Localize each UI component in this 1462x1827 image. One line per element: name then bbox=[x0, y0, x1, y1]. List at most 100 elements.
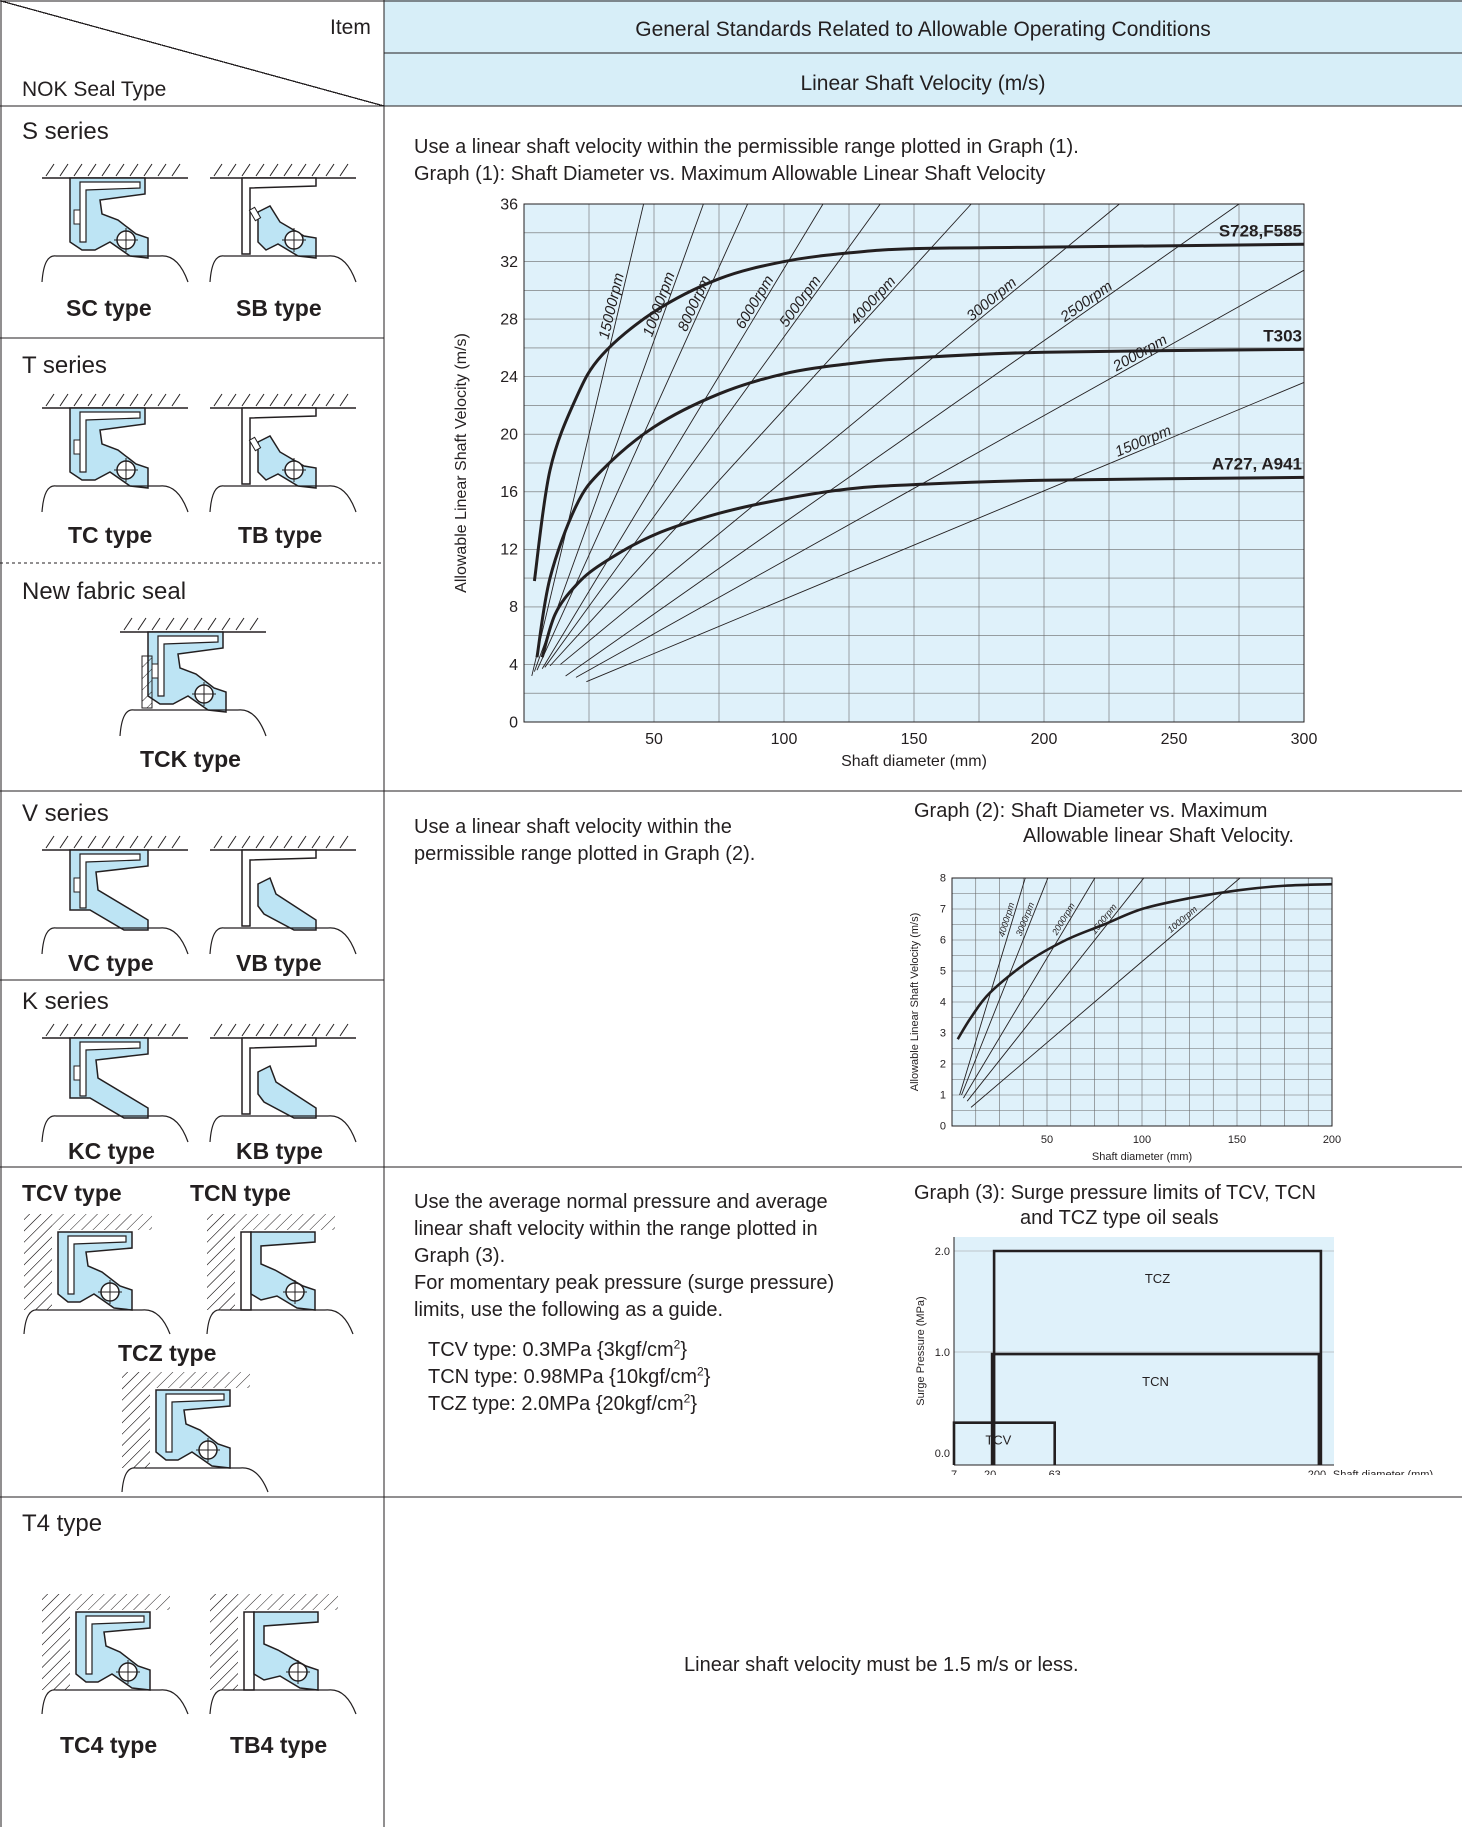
plot-frame bbox=[951, 877, 1333, 1127]
y-tick-label: 36 bbox=[500, 196, 518, 213]
y-tick-label: 20 bbox=[500, 427, 518, 444]
x-tick-label: 150 bbox=[1228, 1134, 1246, 1146]
row3-text-5: limits, use the following as a guide. bbox=[414, 1299, 724, 1321]
tc4-seal-icon bbox=[40, 1590, 190, 1715]
y-tick-label: 2.0 bbox=[935, 1246, 950, 1258]
kc-type-label: KC type bbox=[68, 1138, 155, 1164]
row2-text-2: permissible range plotted in Graph (2). bbox=[414, 843, 756, 865]
surge-block bbox=[952, 1421, 1056, 1465]
header-item: Item bbox=[330, 16, 371, 39]
tcn-seal-icon bbox=[205, 1210, 355, 1335]
header-seal-type: NOK Seal Type bbox=[22, 78, 167, 101]
sb-seal-icon bbox=[208, 158, 358, 283]
kb-type-label: KB type bbox=[236, 1138, 323, 1164]
y-tick-label: 0 bbox=[509, 714, 518, 731]
y-tick-label: 16 bbox=[500, 484, 518, 501]
k-series-title: K series bbox=[22, 988, 109, 1015]
surge-block bbox=[990, 1352, 1321, 1465]
x-axis-title: Shaft diameter (mm) bbox=[1092, 1151, 1192, 1163]
x-tick-label: 200 bbox=[1323, 1134, 1341, 1146]
y-tick-label: 8 bbox=[509, 599, 518, 616]
v-series-title: V series bbox=[22, 800, 109, 827]
sc-type-label: SC type bbox=[66, 295, 152, 321]
tck-type-label: TCK type bbox=[140, 746, 241, 772]
tb-type-label: TB type bbox=[238, 522, 323, 548]
surge-block-label: TCZ bbox=[1145, 1271, 1170, 1286]
x-axis-title: Shaft diameter (mm) bbox=[1333, 1469, 1433, 1475]
x-tick-label: 20 bbox=[984, 1469, 996, 1475]
tc-type-label: TC type bbox=[68, 522, 153, 548]
y-tick-label: 28 bbox=[500, 311, 518, 328]
y-tick-label: 32 bbox=[500, 254, 518, 271]
series-label: S728,F585 bbox=[1219, 221, 1302, 240]
series-label: T303 bbox=[1263, 326, 1302, 345]
series-curve bbox=[540, 475, 1305, 658]
rpm-line bbox=[533, 203, 704, 672]
vc-type-label: VC type bbox=[68, 950, 154, 976]
y-tick-label: 4 bbox=[509, 657, 518, 674]
y-tick-label: 8 bbox=[940, 873, 946, 885]
tcv-type-title: TCV type bbox=[22, 1180, 122, 1206]
y-axis-title: Allowable Linear Shaft Velocity (m/s) bbox=[909, 913, 921, 1092]
tcv-seal-icon bbox=[22, 1210, 172, 1335]
tc-seal-icon bbox=[40, 388, 190, 513]
plot-frame bbox=[523, 203, 1305, 723]
fabric-seal-title: New fabric seal bbox=[22, 578, 187, 605]
y-axis-title: Surge Pressure (MPa) bbox=[915, 1296, 927, 1405]
y-axis-title: Allowable Linear Shaft Velocity (m/s) bbox=[453, 333, 470, 593]
rpm-line bbox=[970, 877, 1241, 1108]
vc-seal-icon bbox=[40, 830, 190, 955]
vb-seal-icon bbox=[208, 830, 358, 955]
x-tick-label: 50 bbox=[645, 731, 663, 748]
row3-text-3: Graph (3). bbox=[414, 1245, 506, 1267]
y-tick-label: 3 bbox=[940, 1028, 946, 1040]
x-tick-label: 150 bbox=[901, 731, 928, 748]
rpm-line bbox=[966, 877, 1145, 1102]
header-standards: General Standards Related to Allowable O… bbox=[635, 18, 1211, 41]
y-tick-label: 7 bbox=[940, 904, 946, 916]
y-tick-label: 5 bbox=[940, 966, 946, 978]
y-tick-label: 1.0 bbox=[935, 1347, 950, 1359]
tc4-type-label: TC4 type bbox=[60, 1732, 158, 1758]
plot-area bbox=[954, 1237, 1334, 1465]
tcn-type-title: TCN type bbox=[190, 1180, 291, 1206]
rpm-line bbox=[586, 382, 1305, 683]
surge-block bbox=[992, 1249, 1323, 1465]
row2-text-1: Use a linear shaft velocity within the bbox=[414, 816, 732, 838]
row1-text-2: Graph (1): Shaft Diameter vs. Maximum Al… bbox=[414, 163, 1046, 185]
vb-type-label: VB type bbox=[236, 950, 322, 976]
kb-seal-icon bbox=[208, 1018, 358, 1143]
surge-block-label: TCV bbox=[985, 1433, 1011, 1448]
tb-seal-icon bbox=[208, 388, 358, 513]
tcz-type-title: TCZ type bbox=[118, 1340, 217, 1366]
tcz-seal-icon bbox=[120, 1368, 270, 1493]
series-curve bbox=[956, 882, 1333, 1040]
graph2-velocity-chart: 50 100 150 200 0 1 2 3 4 5 6 7 8 Shaft diameter (mm) A… bbox=[909, 873, 1341, 1163]
tcn-limit: TCN type: 0.98MPa {10kgf/cm2} bbox=[428, 1364, 711, 1388]
series-curve bbox=[535, 347, 1305, 658]
graph2-title-1: Graph (2): Shaft Diameter vs. Maximum bbox=[914, 800, 1268, 822]
rpm-line bbox=[565, 203, 1240, 677]
y-tick-label: 0.0 bbox=[935, 1448, 950, 1460]
x-tick-label: 100 bbox=[771, 731, 798, 748]
series-label: A727, A941 bbox=[1212, 454, 1302, 473]
tck-seal-icon bbox=[118, 612, 268, 737]
header-velocity: Linear Shaft Velocity (m/s) bbox=[800, 72, 1046, 95]
graph1-velocity-chart: 50 100 150 200 250 300 0 4 8 12 16 20 24 28 32 36 Shaft … bbox=[453, 196, 1317, 770]
graph2-title-2: Allowable linear Shaft Velocity. bbox=[1023, 825, 1294, 847]
y-tick-label: 4 bbox=[940, 997, 946, 1009]
row4-text: Linear shaft velocity must be 1.5 m/s or… bbox=[684, 1654, 1079, 1676]
rpm-line bbox=[544, 203, 881, 668]
sc-seal-icon bbox=[40, 158, 190, 283]
tcz-limit: TCZ type: 2.0MPa {20kgf/cm2} bbox=[428, 1391, 698, 1415]
rpm-line bbox=[961, 877, 1049, 1096]
rpm-line bbox=[575, 269, 1305, 678]
surge-block-label: TCN bbox=[1142, 1374, 1169, 1389]
row3-text-1: Use the average normal pressure and aver… bbox=[414, 1191, 828, 1213]
x-axis-title: Shaft diameter (mm) bbox=[841, 753, 987, 770]
tb4-seal-icon bbox=[208, 1590, 358, 1715]
y-tick-label: 12 bbox=[500, 542, 518, 559]
rpm-line bbox=[531, 203, 645, 677]
y-tick-label: 0 bbox=[940, 1121, 946, 1133]
